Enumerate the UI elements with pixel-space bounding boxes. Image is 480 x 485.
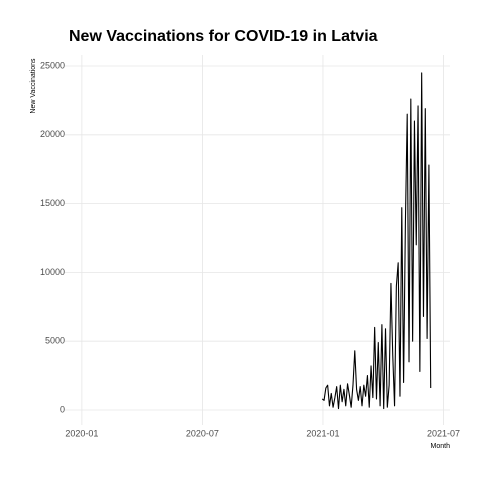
- y-tick-label: 25000: [40, 60, 65, 70]
- x-axis-title: Month: [431, 443, 451, 450]
- y-tick-label: 15000: [40, 198, 65, 208]
- y-axis-title: New Vaccinations: [30, 58, 37, 114]
- x-tick-label: 2020-01: [65, 428, 98, 438]
- x-tick-label: 2021-01: [306, 428, 339, 438]
- y-tick-label: 5000: [45, 336, 65, 346]
- x-tick-label: 2020-07: [186, 428, 219, 438]
- y-tick-label: 10000: [40, 267, 65, 277]
- chart-title: New Vaccinations for COVID-19 in Latvia: [69, 28, 378, 45]
- line: [321, 72, 432, 410]
- y-tick-label: 0: [60, 404, 65, 414]
- x-tick-label: 2021-07: [427, 428, 460, 438]
- y-tick-label: 20000: [40, 129, 65, 139]
